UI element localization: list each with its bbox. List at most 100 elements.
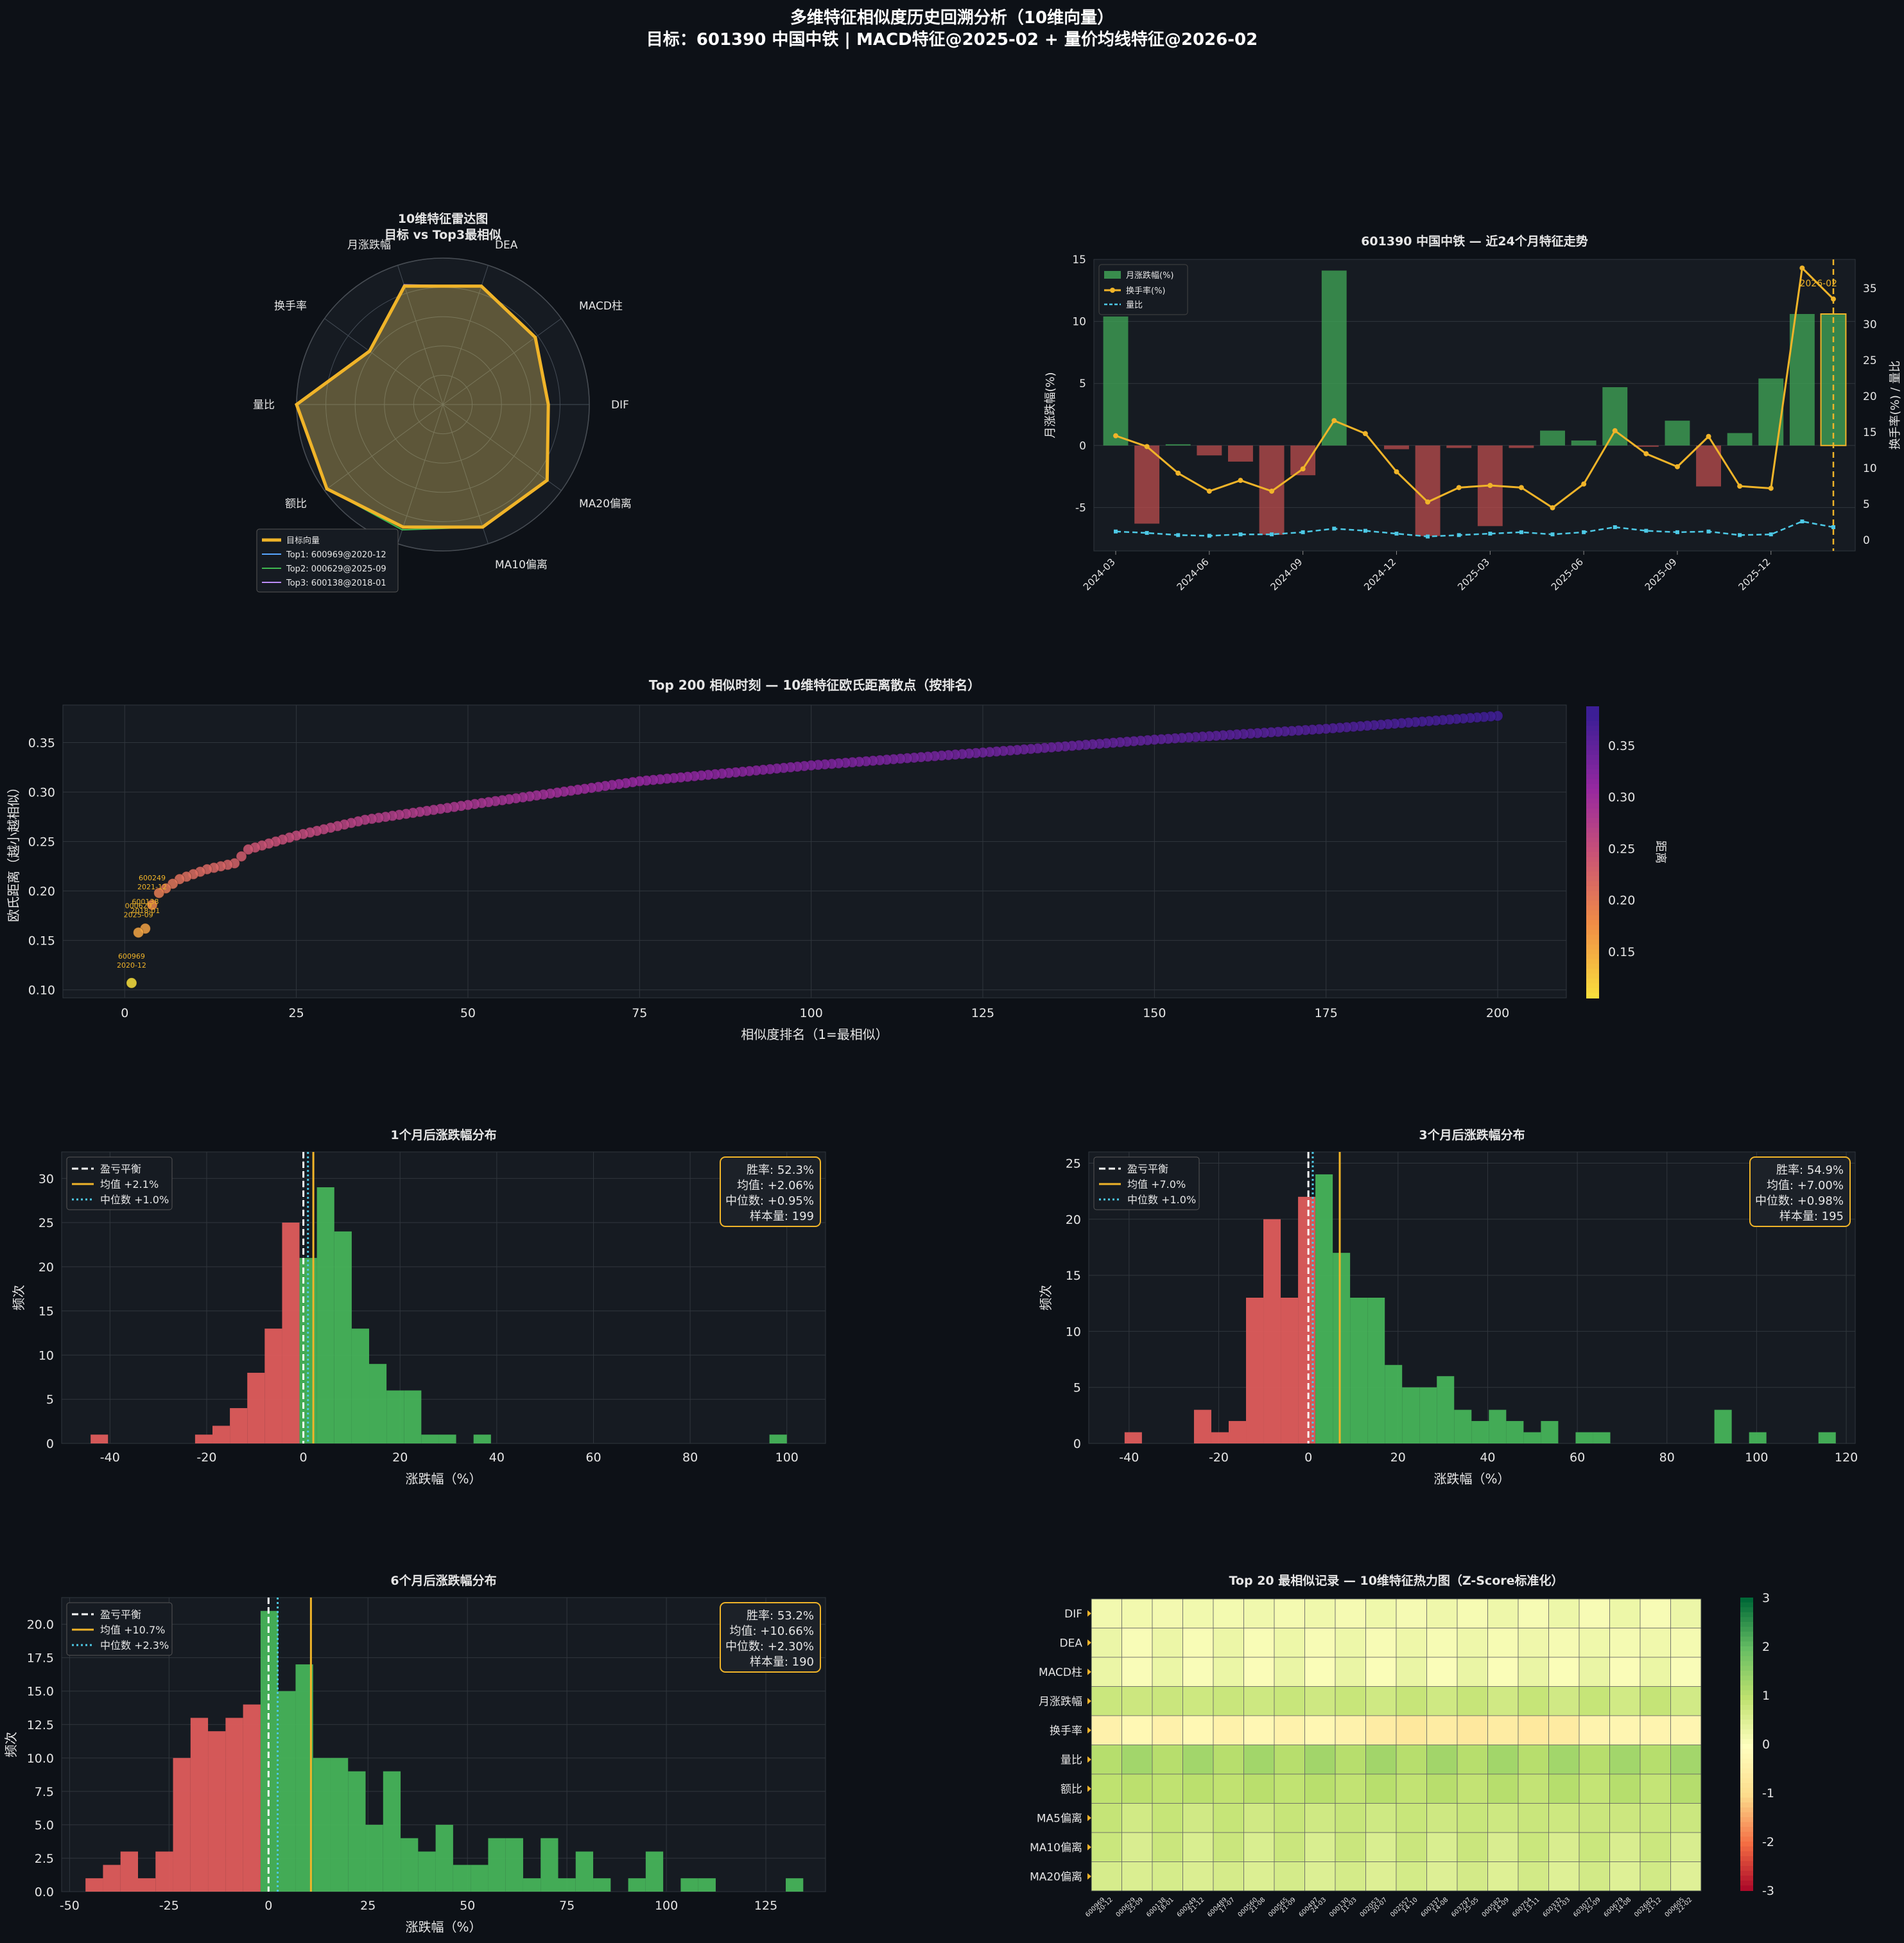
scatter-xtick: 200: [1486, 1006, 1509, 1020]
heatmap-cell: [1487, 1832, 1519, 1862]
scatter-point-label: 000629: [125, 902, 152, 910]
trend-legend-label: 量比: [1126, 301, 1143, 310]
hist-bar: [330, 1757, 349, 1892]
scatter-colorbar-cell: [1586, 885, 1599, 892]
scatter-colorbar-tick: 0.30: [1608, 790, 1635, 805]
trend-turnover-point: [1487, 482, 1493, 488]
heatmap-row-label: 月涨跌幅: [1039, 1695, 1082, 1708]
scatter-colorbar-cell: [1586, 866, 1599, 873]
heatmap-colorbar-cell: [1740, 1861, 1753, 1867]
heatmap-row-label: MA10偏离: [1030, 1842, 1082, 1854]
trend-title: 601390 中国中铁 — 近24个月特征走势: [1361, 234, 1588, 248]
scatter-xtick: 25: [289, 1006, 304, 1020]
trend-volratio-point: [1301, 530, 1305, 534]
hist-stats-text: 中位数: +0.98%: [1755, 1194, 1844, 1208]
trend-volratio-point: [1488, 532, 1493, 536]
scatter-colorbar-cell: [1586, 944, 1599, 950]
heatmap-cell: [1670, 1773, 1702, 1804]
heatmap-cell: [1487, 1657, 1519, 1687]
heatmap-row-label: DIF: [1064, 1608, 1082, 1621]
hist-legend-label: 均值 +10.7%: [100, 1624, 165, 1636]
scatter-colorbar-cell: [1586, 862, 1599, 867]
scatter-colorbar-tick: 0.35: [1608, 739, 1635, 753]
hist-xtick: 20: [392, 1451, 408, 1465]
heatmap-cell: [1670, 1686, 1702, 1716]
heatmap-cell: [1091, 1657, 1122, 1687]
scatter-ytick: 0.10: [28, 984, 55, 998]
trend-legend-swatch: [1110, 288, 1115, 293]
heatmap-cell: [1091, 1803, 1122, 1833]
heatmap-cell: [1609, 1773, 1641, 1804]
hist-xtick: 120: [1835, 1451, 1858, 1465]
heatmap-cell: [1243, 1598, 1275, 1628]
radar-legend-label: Top3: 600138@2018-01: [286, 579, 386, 588]
trend-turnover-point: [1706, 433, 1711, 439]
hist-bar: [212, 1425, 230, 1443]
hist-ytick: 20: [1066, 1213, 1081, 1227]
radar-spoke: [442, 265, 489, 405]
heatmap-cell: [1579, 1832, 1610, 1862]
heatmap-cell: [1457, 1861, 1488, 1892]
hist-ytick: 10: [1066, 1325, 1081, 1339]
heatmap-cell: [1121, 1832, 1153, 1862]
radar-axis-label: 月涨跌幅: [347, 239, 391, 252]
radar-axis-label: DIF: [611, 399, 629, 412]
heatmap-cell: [1121, 1598, 1153, 1628]
heatmap-cell: [1640, 1773, 1671, 1804]
heatmap-colorbar-cell: [1740, 1793, 1753, 1799]
heatmap-cell: [1579, 1745, 1610, 1775]
scatter-colorbar-cell: [1586, 730, 1599, 736]
heatmap-colorbar-cell: [1740, 1807, 1753, 1813]
trend-plot-area: [1093, 259, 1856, 552]
heatmap-colorbar-cell: [1740, 1851, 1753, 1857]
heatmap-colorbar-cell: [1740, 1876, 1753, 1881]
heatmap-cell: [1487, 1773, 1519, 1804]
heatmap-cell: [1121, 1861, 1153, 1892]
heatmap-cell: [1457, 1715, 1488, 1745]
heatmap-cell: [1091, 1773, 1122, 1804]
heatmap-row-label: MACD柱: [1039, 1666, 1082, 1679]
heatmap-colorbar-cell: [1740, 1641, 1753, 1647]
heatmap-colorbar-tick: 0: [1762, 1738, 1770, 1752]
trend-turnover-point: [1425, 499, 1431, 505]
heatmap-cell: [1396, 1686, 1427, 1716]
radar-title: 目标 vs Top3最相似: [385, 228, 501, 242]
heatmap-colorbar-cell: [1740, 1734, 1753, 1740]
heatmap-cell: [1548, 1686, 1580, 1716]
heatmap-cell: [1548, 1773, 1580, 1804]
heatmap-row-marker: [1087, 1698, 1091, 1705]
heatmap-colorbar-cell: [1740, 1666, 1753, 1671]
hist-stats-text: 样本量: 199: [750, 1210, 814, 1223]
hist-legend-label: 均值 +7.0%: [1127, 1178, 1186, 1190]
scatter-point-label: 2020-12: [117, 961, 146, 970]
hist-bar: [230, 1407, 248, 1443]
hist-xtick: 50: [460, 1899, 475, 1913]
trend-volratio-point: [1519, 530, 1523, 534]
heatmap-cell: [1609, 1832, 1641, 1862]
heatmap-cell: [1579, 1657, 1610, 1687]
scatter-colorbar-cell: [1586, 760, 1599, 765]
scatter-colorbar-cell: [1586, 993, 1599, 998]
scatter-colorbar-cell: [1586, 900, 1599, 907]
heatmap-colorbar-cell: [1740, 1768, 1753, 1774]
hist-xtick: 0: [300, 1451, 307, 1465]
heatmap-cell: [1091, 1686, 1122, 1716]
heatmap-cell: [1518, 1861, 1549, 1892]
heatmap-colorbar-cell: [1740, 1622, 1753, 1628]
trend-y2tick: 35: [1863, 283, 1877, 295]
scatter-colorbar-cell: [1586, 818, 1599, 824]
hist-bar: [645, 1851, 664, 1892]
scatter-ylabel: 欧氏距离（越小越相似）: [6, 781, 21, 922]
heatmap-cell: [1457, 1628, 1488, 1658]
heatmap-cell: [1335, 1803, 1366, 1833]
heatmap-cell: [1640, 1657, 1671, 1687]
figure-title-line2: 目标：601390 中国中铁 | MACD特征@2025-02 + 量价均线特征…: [646, 30, 1258, 49]
scatter-xtick: 150: [1143, 1006, 1166, 1020]
hist-stats-text: 样本量: 190: [750, 1655, 814, 1669]
heatmap-cell: [1548, 1628, 1580, 1658]
hist-bar: [351, 1329, 370, 1443]
histogram-3m: -40 -20 0 20 40 60 80 100 120 0 5 10 15 20 25 3个月后涨跌幅分布…: [1038, 1128, 1858, 1486]
scatter-colorbar-label: 距离: [1654, 841, 1667, 864]
hist-plot-area: [1088, 1151, 1856, 1444]
